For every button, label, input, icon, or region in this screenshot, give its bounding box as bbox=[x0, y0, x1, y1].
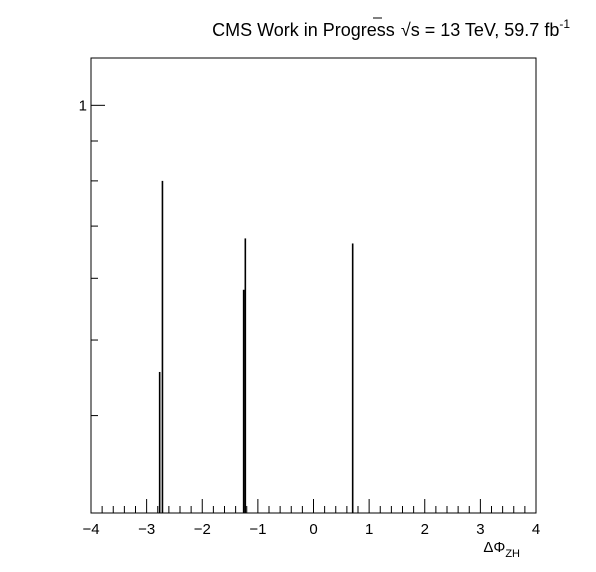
title-sqrt-symbol: √ bbox=[401, 20, 411, 40]
x-tick-label: 2 bbox=[421, 521, 429, 538]
x-tick-label: −1 bbox=[249, 521, 266, 538]
x-tick-label: 4 bbox=[532, 521, 540, 538]
y-tick-label: 1 bbox=[79, 97, 87, 114]
y-axis: 1 bbox=[79, 97, 105, 417]
x-axis-title-subscript: ZH bbox=[505, 548, 520, 560]
x-tick-label: 3 bbox=[476, 521, 484, 538]
x-tick-label: −3 bbox=[138, 521, 155, 538]
histogram-bars bbox=[158, 180, 354, 514]
x-axis: −4 −3 −2 −1 0 1 2 3 4 bbox=[82, 499, 540, 538]
title-sqrt-var: s bbox=[411, 20, 420, 40]
x-tick-label: 0 bbox=[309, 521, 317, 538]
x-axis-title-main: ΔΦ bbox=[483, 539, 505, 556]
title-prefix: CMS Work in Progress bbox=[212, 20, 395, 40]
histogram-bar bbox=[242, 289, 245, 513]
histogram-bar bbox=[244, 238, 247, 513]
x-tick-label: −4 bbox=[82, 521, 99, 538]
title-exponent: -1 bbox=[559, 17, 570, 31]
chart-title: CMS Work in Progress √s = 13 TeV, 59.7 fb… bbox=[212, 17, 570, 40]
histogram-bar bbox=[161, 180, 164, 514]
x-tick-label: −2 bbox=[194, 521, 211, 538]
x-tick-label: 1 bbox=[365, 521, 373, 538]
histogram-bar bbox=[158, 371, 161, 513]
plot-frame bbox=[90, 57, 537, 514]
title-energy: = 13 TeV, 59.7 fb bbox=[420, 20, 560, 40]
x-axis-title: ΔΦZH bbox=[483, 539, 520, 560]
histogram-bar bbox=[351, 243, 354, 513]
